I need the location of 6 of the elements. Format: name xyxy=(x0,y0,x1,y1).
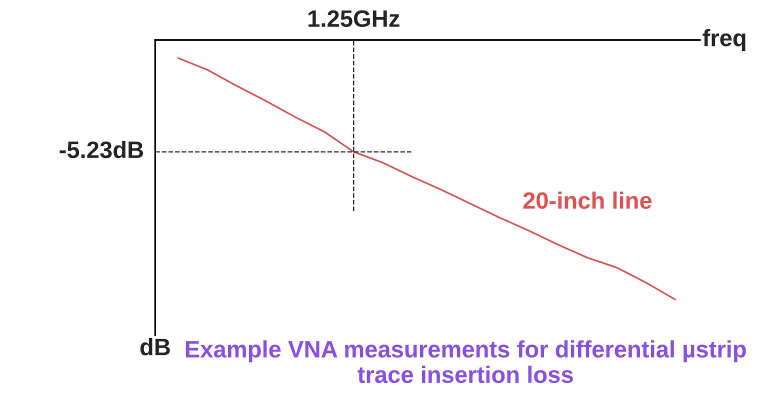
x-axis-title: freq xyxy=(702,28,746,52)
series-label: 20-inch line xyxy=(523,192,652,209)
text: 1.25GHz xyxy=(308,10,400,27)
y-axis-title: dB xyxy=(140,338,170,356)
ref-line-label: -5.23dB xyxy=(60,140,144,158)
text: Example VNA measurements for differential µstrip trace insertion loss xyxy=(186,340,746,384)
